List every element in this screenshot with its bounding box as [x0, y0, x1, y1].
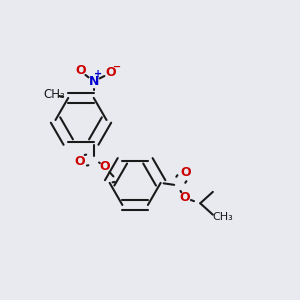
Text: O: O — [179, 191, 190, 204]
Text: N: N — [88, 75, 99, 88]
Text: CH₃: CH₃ — [43, 88, 65, 101]
Text: CH₃: CH₃ — [213, 212, 234, 222]
Text: O: O — [106, 66, 116, 79]
Text: O: O — [180, 166, 191, 179]
Text: O: O — [100, 160, 110, 173]
Text: O: O — [75, 64, 86, 77]
Text: −: − — [113, 61, 121, 71]
Text: +: + — [94, 69, 102, 79]
Text: O: O — [74, 155, 85, 168]
